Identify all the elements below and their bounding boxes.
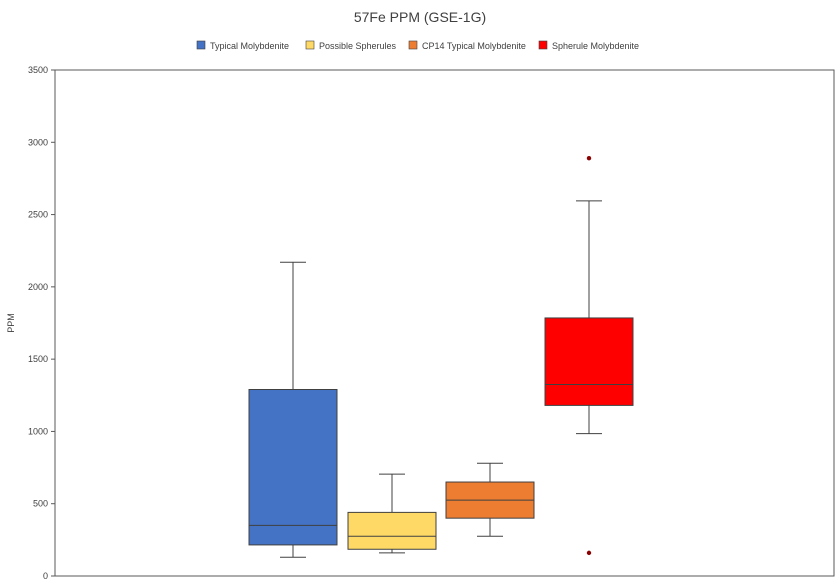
legend-label: CP14 Typical Molybdenite bbox=[422, 41, 526, 51]
box-iqr bbox=[347, 511, 437, 550]
legend-swatch bbox=[538, 40, 548, 50]
y-axis: 0 500 1000 1500 2000 2500 3000 3500 bbox=[28, 65, 55, 581]
box-1 bbox=[248, 261, 338, 558]
legend-label: Possible Spherules bbox=[319, 41, 397, 51]
box-iqr bbox=[544, 317, 634, 406]
outlier-point bbox=[586, 155, 592, 161]
outlier-point bbox=[586, 550, 592, 556]
y-tick-label: 3000 bbox=[28, 137, 48, 147]
y-tick-label: 3500 bbox=[28, 65, 48, 75]
chart-legend: Typical Molybdenite Possible Spherules CP1… bbox=[196, 40, 639, 51]
box-iqr bbox=[248, 389, 338, 546]
y-tick-label: 500 bbox=[33, 499, 48, 509]
legend-label: Typical Molybdenite bbox=[210, 41, 289, 51]
y-tick-label: 2500 bbox=[28, 210, 48, 220]
y-tick-label: 1000 bbox=[28, 426, 48, 436]
chart-title: 57Fe PPM (GSE-1G) bbox=[354, 9, 486, 25]
y-tick-label: 0 bbox=[43, 571, 48, 581]
legend-swatch bbox=[408, 40, 418, 50]
box-series-group bbox=[248, 155, 634, 558]
box-3 bbox=[445, 462, 535, 537]
legend-label: Spherule Molybdenite bbox=[552, 41, 639, 51]
box-4 bbox=[544, 155, 634, 556]
plot-area bbox=[54, 69, 835, 577]
y-axis-label: PPM bbox=[6, 313, 16, 333]
y-tick-label: 2000 bbox=[28, 282, 48, 292]
y-tick-label: 1500 bbox=[28, 354, 48, 364]
box-2 bbox=[347, 473, 437, 554]
legend-swatch bbox=[305, 40, 315, 50]
legend-swatch bbox=[196, 40, 206, 50]
